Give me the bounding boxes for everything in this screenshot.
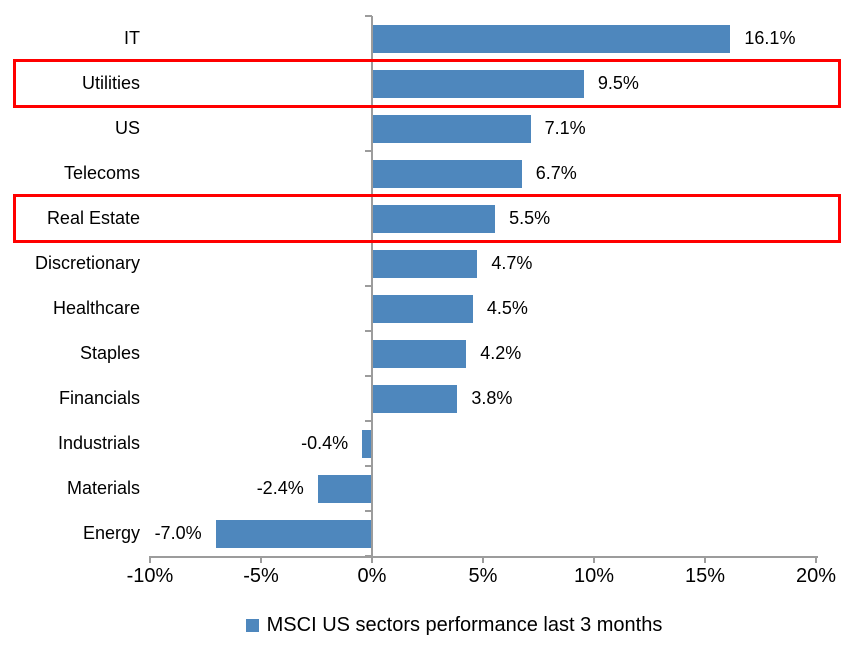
value-axis-tick — [371, 556, 373, 563]
category-label: Staples — [79, 343, 140, 363]
category-axis-tick — [365, 420, 372, 422]
category-axis-tick — [365, 15, 372, 17]
value-axis-tick-label: 15% — [684, 565, 726, 587]
category-label: Energy — [82, 523, 140, 543]
category-label: Telecoms — [63, 163, 140, 183]
bar — [373, 384, 458, 413]
category-axis-tick — [365, 150, 372, 152]
bar — [373, 69, 584, 98]
value-label: 4.7% — [491, 253, 533, 273]
value-axis-tick-label: -5% — [243, 565, 279, 587]
bar — [362, 429, 371, 458]
legend-marker-square — [245, 618, 259, 632]
x-axis-line — [150, 556, 818, 558]
y-axis-line — [371, 16, 373, 563]
value-label: 6.7% — [535, 163, 577, 183]
category-axis-tick — [365, 510, 372, 512]
category-axis-tick — [365, 285, 372, 287]
category-label: US — [114, 118, 140, 138]
value-axis-tick-label: 5% — [468, 565, 498, 587]
value-axis-tick — [704, 556, 706, 563]
category-axis-tick — [365, 330, 372, 332]
highlight-box — [13, 59, 841, 108]
category-label: Healthcare — [52, 298, 140, 318]
category-label: Industrials — [57, 433, 140, 453]
value-axis-tick-label: 20% — [795, 565, 837, 587]
value-axis-tick-label: 10% — [573, 565, 615, 587]
bar — [215, 519, 371, 548]
value-label: 16.1% — [744, 28, 796, 48]
value-axis-tick — [593, 556, 595, 563]
legend-label: MSCI US sectors performance last 3 month… — [266, 613, 663, 636]
category-label: Financials — [58, 388, 140, 408]
value-label: -0.4% — [301, 433, 349, 453]
category-axis-tick — [365, 375, 372, 377]
category-label: Real Estate — [46, 208, 140, 228]
plot-area: -10% -5% 0% 5% 10% 15% 20% IT 16.1% Utilities 9.5… — [13, 15, 841, 587]
value-label: 9.5% — [597, 73, 639, 93]
bar — [373, 24, 731, 53]
value-label: 7.1% — [544, 118, 586, 138]
value-axis-tick-label: -10% — [126, 565, 174, 587]
bar — [373, 339, 467, 368]
value-label: 4.5% — [486, 298, 528, 318]
category-label: Discretionary — [34, 253, 140, 273]
value-axis-tick — [482, 556, 484, 563]
category-axis-tick — [365, 555, 372, 557]
chart-legend: MSCI US sectors performance last 3 month… — [28, 612, 852, 638]
highlight-box — [13, 194, 841, 243]
value-label: 4.2% — [480, 343, 522, 363]
value-label: -2.4% — [256, 478, 304, 498]
value-axis-tick — [815, 556, 817, 563]
value-axis-tick-label: 0% — [357, 565, 387, 587]
bar — [373, 159, 522, 188]
category-axis-tick — [365, 465, 372, 467]
category-label: IT — [124, 28, 140, 48]
bar — [373, 249, 478, 278]
bar — [373, 114, 531, 143]
category-label: Utilities — [81, 73, 140, 93]
value-axis-tick — [149, 556, 151, 563]
value-axis-tick — [260, 556, 262, 563]
bar — [373, 294, 473, 323]
category-label: Materials — [66, 478, 140, 498]
bar — [317, 474, 371, 503]
bar — [373, 204, 496, 233]
value-label: 3.8% — [471, 388, 513, 408]
value-label: -7.0% — [154, 523, 202, 543]
value-label: 5.5% — [509, 208, 551, 228]
